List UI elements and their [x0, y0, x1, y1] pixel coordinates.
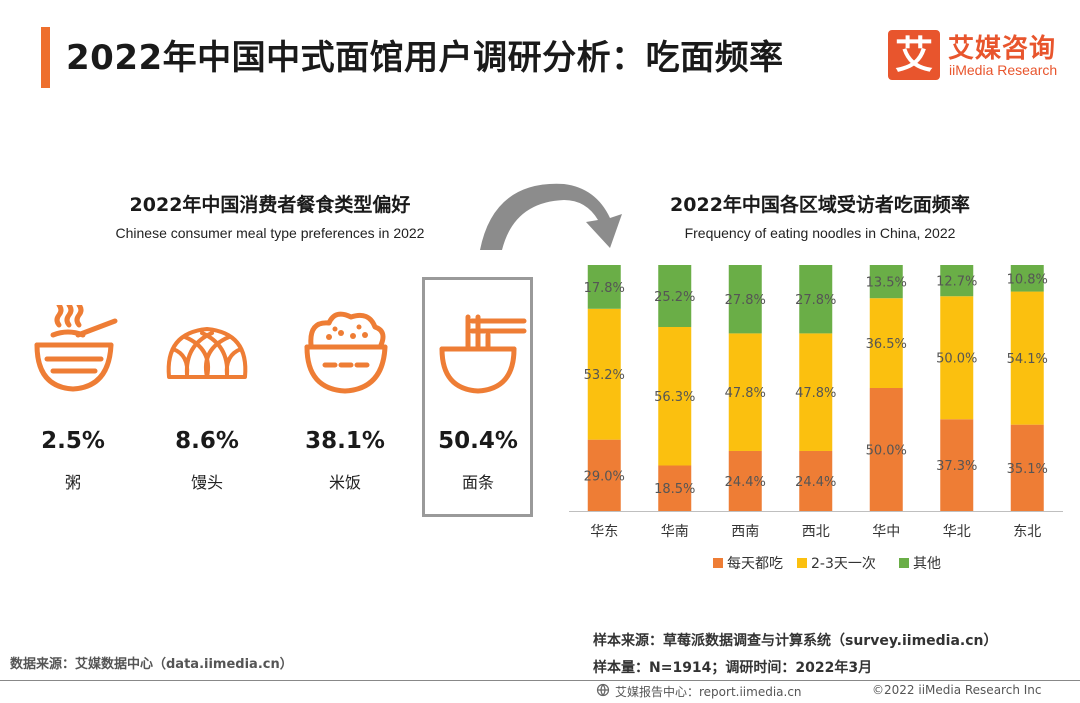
data-label: 27.8%: [725, 293, 766, 308]
chart-title: 2022年中国各区域受访者吃面频率: [670, 194, 970, 216]
data-label: 27.8%: [795, 293, 836, 308]
food-item-noodles: 50.4% 面条: [423, 305, 533, 505]
bar-segment: [940, 296, 974, 420]
x-tick-label: 东北: [1013, 524, 1041, 540]
bar-segment: [587, 308, 621, 440]
x-tick-label: 西北: [802, 524, 830, 540]
data-label: 10.8%: [1007, 272, 1048, 287]
percent-noodles: 50.4%: [438, 428, 518, 454]
sample-size: 样本量：N=1914；调研时间：2022年3月: [593, 660, 873, 676]
percent-bun: 8.6%: [175, 428, 239, 454]
percent-porridge: 2.5%: [41, 428, 105, 454]
legend-swatch: [797, 558, 807, 568]
x-tick-label: 华南: [661, 524, 689, 540]
legend-swatch: [713, 558, 723, 568]
data-label: 47.8%: [725, 386, 766, 401]
logo-name-cn: 艾媒咨询: [948, 34, 1057, 64]
bar-segment: [799, 333, 833, 451]
x-tick-label: 华东: [590, 524, 618, 540]
x-tick-label: 华北: [943, 524, 971, 540]
porridge-bowl-icon: [34, 305, 118, 392]
food-item-porridge: 2.5% 粥: [18, 305, 128, 505]
data-label: 12.7%: [936, 275, 977, 290]
bar-segment: [869, 298, 903, 388]
bar-segment: [1010, 424, 1044, 511]
steamed-bun-icon: [166, 327, 248, 379]
bar-segment: [658, 265, 692, 327]
data-label: 24.4%: [725, 475, 766, 490]
data-label: 54.1%: [1007, 352, 1048, 367]
food-item-bun: 8.6% 馒头: [152, 305, 262, 505]
legend-label: 2-3天一次: [811, 556, 876, 572]
legend-label: 每天都吃: [727, 556, 783, 572]
title-accent-bar: [41, 27, 50, 88]
data-label: 25.2%: [654, 290, 695, 305]
data-label: 36.5%: [866, 337, 907, 352]
legend-swatch: [899, 558, 909, 568]
bar-segment: [728, 265, 762, 334]
bar-segment: [869, 265, 903, 299]
page-title: 2022年中国中式面馆用户调研分析：吃面频率: [66, 38, 784, 78]
label-rice: 米饭: [328, 473, 361, 492]
label-bun: 馒头: [190, 473, 223, 492]
noodle-bowl-icon: [439, 314, 527, 394]
bar-segment: [728, 450, 762, 511]
data-label: 24.4%: [795, 475, 836, 490]
report-center-link[interactable]: 艾媒报告中心：report.iimedia.cn: [615, 685, 802, 699]
legend-label: 其他: [913, 556, 941, 572]
data-label: 50.0%: [866, 444, 907, 459]
left-panel-title: 2022年中国消费者餐食类型偏好: [129, 194, 411, 216]
bar-segment: [587, 265, 621, 309]
bar-segment: [728, 333, 762, 451]
data-label: 47.8%: [795, 386, 836, 401]
food-item-rice: 38.1% 米饭: [290, 305, 400, 505]
percent-rice: 38.1%: [305, 428, 385, 454]
bar-segment: [587, 439, 621, 511]
data-label: 17.8%: [584, 281, 625, 296]
stacked-bar-chart: 29.0% 53.2% 17.8% 华东 18.5% 56.3% 25.2% 华南 24.4% 4…: [569, 265, 1063, 572]
bar-segment: [1010, 291, 1044, 425]
data-label: 56.3%: [654, 390, 695, 405]
data-label: 37.3%: [936, 459, 977, 474]
bar-segment: [658, 465, 692, 511]
chart-subtitle: Frequency of eating noodles in China, 20…: [684, 225, 956, 241]
globe-icon: [596, 683, 610, 697]
logo-name-en: iiMedia Research: [949, 62, 1058, 78]
x-tick-label: 华中: [872, 524, 900, 540]
sample-source: 样本来源：草莓派数据调查与计算系统（survey.iimedia.cn）: [593, 633, 998, 649]
bar-segment: [1010, 265, 1044, 292]
data-source: 数据来源：艾媒数据中心（data.iimedia.cn）: [10, 657, 293, 672]
label-porridge: 粥: [64, 473, 81, 492]
x-tick-label: 西南: [731, 524, 759, 540]
data-label: 29.0%: [584, 469, 625, 484]
data-label: 35.1%: [1007, 462, 1048, 477]
bar-segment: [658, 326, 692, 466]
data-label: 18.5%: [654, 482, 695, 497]
left-panel-subtitle: Chinese consumer meal type preferences i…: [115, 225, 425, 241]
label-noodles: 面条: [461, 473, 494, 492]
bar-segment: [799, 265, 833, 334]
bar-segment: [799, 450, 833, 511]
bar-segment: [940, 265, 974, 297]
data-label: 50.0%: [936, 352, 977, 367]
iimedia-logo: 艾 艾媒咨询 iiMedia Research: [888, 30, 1068, 82]
highlight-frame: [422, 277, 533, 517]
data-label: 53.2%: [584, 368, 625, 383]
logo-mark: 艾: [888, 30, 940, 80]
curved-arrow-icon: [480, 183, 622, 250]
bar-segment: [869, 388, 903, 511]
data-label: 13.5%: [866, 276, 907, 291]
copyright: ©2022 iiMedia Research Inc: [872, 683, 1042, 697]
bar-segment: [940, 419, 974, 511]
footer-divider: [0, 680, 1080, 681]
rice-bowl-icon: [304, 311, 388, 394]
